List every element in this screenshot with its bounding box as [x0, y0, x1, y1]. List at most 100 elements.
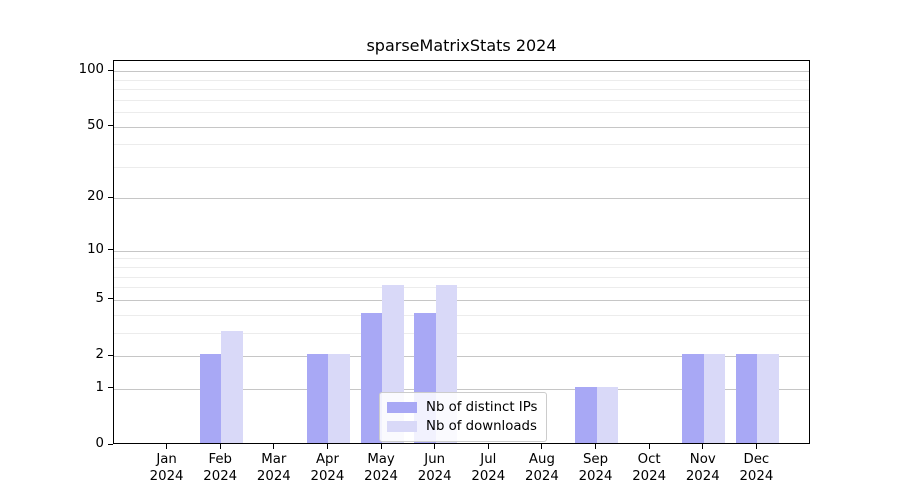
bar-nb-of-downloads-apr: [328, 354, 350, 443]
y-tick-0: [108, 443, 113, 445]
y-tick-label-1: 1: [95, 379, 104, 395]
gridline-y-30: [114, 166, 809, 168]
y-tick-2: [108, 354, 113, 356]
x-tick-label-month-aug: Aug: [528, 452, 555, 467]
plot-area: [113, 60, 810, 444]
gridline-y-2: [114, 356, 809, 357]
gridline-y-40: [114, 144, 809, 146]
x-tick-nov: [702, 444, 704, 449]
bar-nb-of-distinct-ips-apr: [307, 354, 329, 443]
x-tick-label-month-jun: Jun: [424, 452, 446, 467]
x-tick-label-aug: Aug 2024: [515, 451, 569, 485]
gridline-y-50: [114, 126, 809, 128]
y-tick-5: [108, 298, 113, 300]
x-tick-label-year-sep: 2024: [578, 469, 613, 484]
x-tick-label-dec: Dec 2024: [730, 451, 784, 485]
x-tick-label-nov: Nov 2024: [676, 451, 730, 485]
x-tick-label-month-feb: Feb: [208, 452, 232, 467]
legend-label-downloads: Nb of downloads: [426, 419, 537, 434]
x-tick-label-mar: Mar 2024: [247, 451, 301, 485]
x-tick-dec: [755, 444, 757, 449]
x-tick-mar: [273, 444, 275, 449]
x-tick-label-year-may: 2024: [364, 469, 398, 484]
bar-nb-of-distinct-ips-sep: [575, 386, 597, 443]
y-tick-100: [108, 69, 113, 71]
bar-nb-of-downloads-nov: [703, 354, 726, 443]
x-tick-label-month-sep: Sep: [582, 452, 609, 467]
x-tick-label-month-may: May: [367, 452, 395, 467]
chart-title: sparseMatrixStats 2024: [366, 36, 557, 55]
x-tick-label-month-dec: Dec: [743, 452, 770, 467]
bar-nb-of-downloads-feb: [221, 330, 243, 443]
gridline-y-80: [114, 89, 809, 91]
bar-nb-of-downloads-sep: [596, 386, 618, 443]
x-tick-label-year-oct: 2024: [632, 469, 667, 484]
y-tick-label-5: 5: [95, 290, 104, 306]
legend: Nb of distinct IPs Nb of downloads: [379, 392, 548, 442]
x-tick-label-year-jul: 2024: [471, 469, 506, 484]
x-tick-may: [380, 444, 382, 449]
y-tick-label-50: 50: [87, 117, 104, 133]
x-tick-label-year-apr: 2024: [310, 469, 345, 484]
x-tick-label-month-oct: Oct: [637, 452, 661, 467]
x-tick-label-year-feb: 2024: [203, 469, 238, 484]
x-tick-label-month-mar: Mar: [261, 452, 287, 467]
gridline-y-20: [114, 198, 809, 200]
legend-label-distinct-ips: Nb of distinct IPs: [426, 400, 538, 415]
gridline-y-60: [114, 112, 809, 114]
gridline-y-100: [114, 71, 809, 73]
x-tick-label-apr: Apr 2024: [301, 451, 355, 485]
legend-row-distinct-ips: Nb of distinct IPs: [387, 398, 537, 417]
y-tick-label-100: 100: [78, 62, 104, 78]
x-tick-label-jun: Jun 2024: [408, 451, 462, 485]
x-tick-label-month-apr: Apr: [315, 452, 339, 467]
bar-nb-of-distinct-ips-feb: [199, 354, 222, 443]
x-tick-oct: [648, 444, 650, 449]
bar-nb-of-distinct-ips-may: [360, 312, 383, 443]
y-tick-1: [108, 387, 113, 389]
x-tick-label-sep: Sep 2024: [569, 451, 623, 485]
gridline-y-7: [114, 276, 809, 278]
x-tick-feb: [219, 444, 221, 449]
x-tick-label-year-nov: 2024: [685, 469, 720, 484]
x-tick-sep: [595, 444, 597, 449]
legend-swatch-distinct-ips: [387, 402, 417, 413]
x-tick-label-month-jan: Jan: [156, 452, 177, 467]
y-tick-label-0: 0: [95, 436, 104, 451]
y-tick-label-20: 20: [87, 189, 104, 205]
y-tick-20: [108, 196, 113, 198]
gridline-y-10: [114, 250, 809, 252]
x-tick-label-oct: Oct 2024: [622, 451, 676, 485]
gridline-y-1: [114, 388, 809, 390]
x-tick-label-jan: Jan 2024: [140, 451, 194, 485]
x-tick-apr: [326, 444, 328, 449]
x-tick-aug: [541, 444, 543, 449]
y-tick-label-2: 2: [95, 347, 104, 362]
gridline-y-3: [114, 332, 809, 334]
bar-nb-of-downloads-dec: [757, 354, 779, 443]
x-tick-label-year-dec: 2024: [739, 469, 774, 484]
gridline-y-6: [114, 287, 809, 289]
gridline-y-4: [114, 314, 809, 316]
x-tick-label-year-aug: 2024: [524, 469, 559, 484]
x-tick-jul: [487, 444, 489, 449]
gridline-y-8: [114, 267, 809, 269]
x-tick-jan: [166, 444, 168, 449]
legend-row-downloads: Nb of downloads: [387, 417, 537, 436]
x-tick-label-year-jan: 2024: [149, 469, 184, 484]
x-tick-label-month-nov: Nov: [689, 452, 716, 467]
gridline-y-5: [114, 299, 809, 301]
gridline-y-90: [114, 79, 809, 81]
gridline-y-9: [114, 258, 809, 260]
x-tick-label-feb: Feb 2024: [193, 451, 247, 485]
x-tick-label-year-mar: 2024: [256, 469, 291, 484]
y-tick-label-10: 10: [87, 241, 104, 257]
bar-nb-of-distinct-ips-nov: [682, 354, 704, 443]
gridline-y-70: [114, 99, 809, 101]
x-tick-label-year-jun: 2024: [417, 469, 452, 484]
y-tick-10: [108, 249, 113, 251]
x-tick-jun: [434, 444, 436, 449]
legend-swatch-downloads: [387, 421, 417, 432]
x-tick-label-may: May 2024: [354, 451, 408, 485]
